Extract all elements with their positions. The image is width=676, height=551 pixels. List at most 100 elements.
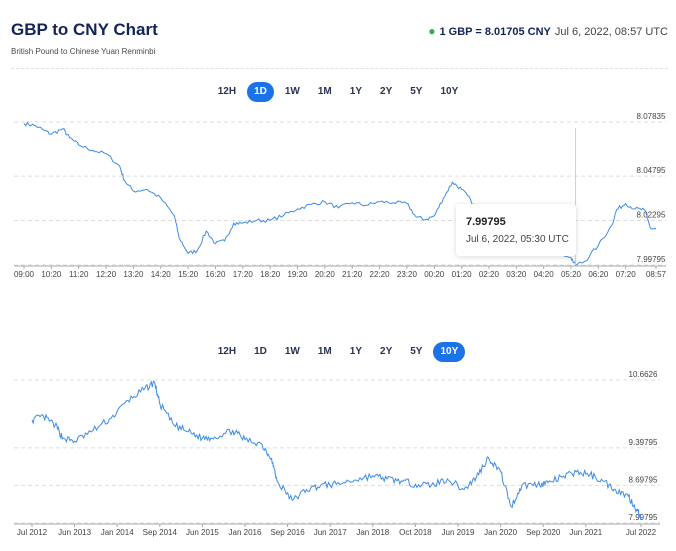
data-point[interactable] bbox=[110, 417, 112, 419]
data-point[interactable] bbox=[160, 197, 162, 199]
data-point[interactable] bbox=[324, 201, 326, 203]
data-point[interactable] bbox=[196, 249, 198, 251]
data-point[interactable] bbox=[62, 437, 64, 439]
data-point[interactable] bbox=[78, 144, 80, 146]
data-point[interactable] bbox=[255, 219, 257, 221]
data-point[interactable] bbox=[105, 153, 107, 155]
data-point[interactable] bbox=[50, 133, 52, 135]
data-point[interactable] bbox=[615, 209, 617, 211]
data-point[interactable] bbox=[187, 430, 189, 432]
data-point[interactable] bbox=[68, 137, 70, 139]
data-point[interactable] bbox=[153, 381, 155, 383]
data-point[interactable] bbox=[223, 240, 225, 242]
range-button-1m[interactable]: 1M bbox=[317, 346, 332, 357]
range-button-1y[interactable]: 1Y bbox=[349, 346, 363, 357]
data-point[interactable] bbox=[305, 488, 307, 490]
data-point[interactable] bbox=[460, 188, 462, 190]
data-point[interactable] bbox=[320, 484, 322, 486]
data-point[interactable] bbox=[187, 252, 189, 254]
range-button-2y[interactable]: 2Y bbox=[380, 346, 393, 357]
data-point[interactable] bbox=[415, 216, 417, 218]
range-button-10y[interactable]: 10Y bbox=[433, 342, 466, 362]
data-point[interactable] bbox=[451, 181, 453, 183]
data-point[interactable] bbox=[510, 506, 512, 508]
data-point[interactable] bbox=[33, 124, 35, 126]
data-point[interactable] bbox=[335, 483, 337, 485]
data-point[interactable] bbox=[372, 474, 374, 476]
data-point[interactable] bbox=[602, 480, 604, 482]
data-point[interactable] bbox=[62, 128, 64, 130]
data-point[interactable] bbox=[119, 165, 121, 167]
data-point[interactable] bbox=[242, 222, 244, 224]
data-point[interactable] bbox=[159, 403, 161, 405]
data-point[interactable] bbox=[583, 260, 585, 262]
data-point[interactable] bbox=[310, 203, 312, 205]
data-point[interactable] bbox=[214, 242, 216, 244]
data-point[interactable] bbox=[296, 208, 298, 210]
data-point[interactable] bbox=[173, 215, 175, 217]
range-button-1d[interactable]: 1D bbox=[254, 346, 267, 357]
range-button-1w[interactable]: 1W bbox=[284, 86, 300, 97]
range-button-5y[interactable]: 5Y bbox=[410, 346, 423, 357]
data-point[interactable] bbox=[283, 214, 285, 216]
data-point[interactable] bbox=[392, 201, 394, 203]
data-point[interactable] bbox=[499, 471, 501, 473]
data-point[interactable] bbox=[433, 215, 435, 217]
data-point[interactable] bbox=[23, 122, 25, 124]
data-point[interactable] bbox=[475, 476, 477, 478]
data-point[interactable] bbox=[521, 484, 523, 486]
data-point[interactable] bbox=[232, 222, 234, 224]
data-point[interactable] bbox=[173, 424, 175, 426]
data-point[interactable] bbox=[73, 440, 75, 442]
data-point[interactable] bbox=[446, 478, 448, 480]
data-point[interactable] bbox=[636, 508, 638, 510]
data-point[interactable] bbox=[470, 199, 472, 201]
data-point[interactable] bbox=[365, 204, 367, 206]
data-point[interactable] bbox=[201, 437, 203, 439]
range-button-12h[interactable]: 12H bbox=[217, 86, 237, 97]
range-button-12h[interactable]: 12H bbox=[217, 346, 237, 357]
data-point[interactable] bbox=[597, 244, 599, 246]
data-point[interactable] bbox=[146, 188, 148, 190]
data-point[interactable] bbox=[643, 209, 645, 211]
data-point[interactable] bbox=[561, 476, 563, 478]
data-point[interactable] bbox=[430, 484, 432, 486]
data-point[interactable] bbox=[442, 197, 444, 199]
data-point[interactable] bbox=[143, 389, 145, 391]
data-point[interactable] bbox=[386, 478, 388, 480]
data-point[interactable] bbox=[178, 236, 180, 238]
data-point[interactable] bbox=[91, 149, 93, 151]
range-button-1d[interactable]: 1D bbox=[247, 82, 274, 102]
data-point[interactable] bbox=[232, 429, 234, 431]
data-point[interactable] bbox=[270, 457, 272, 459]
data-point[interactable] bbox=[414, 483, 416, 485]
data-point[interactable] bbox=[353, 479, 355, 481]
range-button-1w[interactable]: 1W bbox=[284, 346, 300, 357]
data-point[interactable] bbox=[649, 227, 651, 229]
data-point[interactable] bbox=[260, 442, 262, 444]
data-point[interactable] bbox=[127, 399, 129, 401]
data-point[interactable] bbox=[54, 424, 56, 426]
data-point[interactable] bbox=[627, 495, 629, 497]
data-point[interactable] bbox=[570, 257, 572, 259]
data-point[interactable] bbox=[378, 201, 380, 203]
data-point[interactable] bbox=[406, 202, 408, 204]
data-point[interactable] bbox=[625, 202, 627, 204]
data-point[interactable] bbox=[463, 488, 465, 490]
data-point[interactable] bbox=[634, 208, 636, 210]
data-point[interactable] bbox=[424, 218, 426, 220]
range-button-1y[interactable]: 1Y bbox=[349, 86, 363, 97]
data-point[interactable] bbox=[123, 179, 125, 181]
range-button-1m[interactable]: 1M bbox=[317, 86, 332, 97]
data-point[interactable] bbox=[337, 207, 339, 209]
data-point[interactable] bbox=[42, 415, 44, 417]
data-point[interactable] bbox=[269, 219, 271, 221]
range-button-5y[interactable]: 5Y bbox=[410, 86, 423, 97]
data-point[interactable] bbox=[43, 129, 45, 131]
data-point[interactable] bbox=[487, 456, 489, 458]
data-point[interactable] bbox=[400, 480, 402, 482]
data-point[interactable] bbox=[640, 516, 642, 518]
data-point[interactable] bbox=[537, 483, 539, 485]
data-point[interactable] bbox=[213, 436, 215, 438]
ten-year-chart[interactable]: 10.6626 9.39795 8.69795 7.99795 Jul 2012 Jun … bbox=[0, 370, 676, 550]
